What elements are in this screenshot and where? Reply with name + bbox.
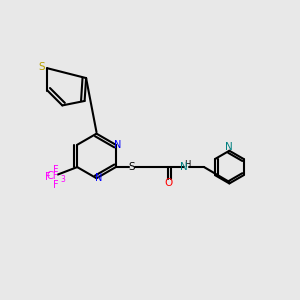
- Text: F: F: [53, 165, 58, 175]
- Text: S: S: [39, 62, 45, 72]
- Text: F: F: [45, 172, 50, 182]
- Text: N: N: [180, 162, 188, 172]
- Text: N: N: [115, 140, 122, 150]
- Text: H: H: [184, 160, 190, 169]
- Text: 3: 3: [61, 175, 65, 184]
- Text: S: S: [129, 162, 136, 172]
- Text: F: F: [53, 180, 58, 190]
- Text: CF: CF: [46, 171, 59, 181]
- Text: O: O: [164, 178, 172, 188]
- Text: N: N: [226, 142, 233, 152]
- Text: N: N: [95, 173, 103, 183]
